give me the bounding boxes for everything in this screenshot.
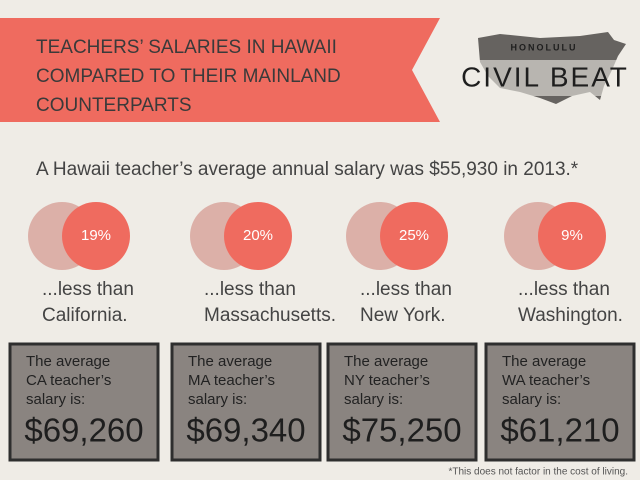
circle-front — [538, 202, 606, 270]
salary: $75,250 — [342, 412, 461, 449]
less-than: ...less than — [360, 279, 452, 300]
place: Washington. — [518, 305, 623, 326]
salary: $69,340 — [186, 412, 305, 449]
salary: $61,210 — [500, 412, 619, 449]
box-label: salary is: — [502, 391, 561, 408]
intro: A Hawaii teacher’s average annual salary… — [36, 159, 579, 180]
box-label: CA teacher’s — [26, 372, 111, 389]
circle-front — [62, 202, 130, 270]
less-than: ...less than — [204, 279, 296, 300]
place: New York. — [360, 305, 446, 326]
footnote: *This does not factor in the cost of liv… — [448, 467, 628, 478]
box-label: salary is: — [26, 391, 85, 408]
salary-box — [170, 342, 322, 462]
percent: 19% — [81, 227, 111, 244]
box-label: salary is: — [344, 391, 403, 408]
box-label: WA teacher’s — [502, 372, 590, 389]
less-than: ...less than — [518, 279, 610, 300]
box-label: The average — [502, 353, 586, 370]
place: Massachusetts. — [204, 305, 336, 326]
box-label: MA teacher’s — [188, 372, 275, 389]
box-label: NY teacher’s — [344, 372, 430, 389]
box-label: The average — [188, 353, 272, 370]
percent: 20% — [243, 227, 273, 244]
logo-top: HONOLULU — [511, 42, 578, 52]
percent: 9% — [561, 227, 583, 244]
percent: 25% — [399, 227, 429, 244]
box-label: The average — [26, 353, 110, 370]
circle-front — [224, 202, 292, 270]
circle-front — [380, 202, 448, 270]
salary-box — [8, 342, 160, 462]
title-line: COMPARED TO THEIR MAINLAND — [36, 66, 341, 87]
salary-box — [484, 342, 636, 462]
box-label: The average — [344, 353, 428, 370]
title-line: TEACHERS’ SALARIES IN HAWAII — [36, 37, 337, 58]
logo-backdrop — [456, 60, 634, 96]
title-line: COUNTERPARTS — [36, 95, 192, 116]
banner — [0, 18, 440, 122]
salary: $69,260 — [24, 412, 143, 449]
place: California. — [42, 305, 128, 326]
less-than: ...less than — [42, 279, 134, 300]
logo-main: CIVIL BEAT — [461, 61, 629, 92]
salary-box — [326, 342, 478, 462]
box-label: salary is: — [188, 391, 247, 408]
